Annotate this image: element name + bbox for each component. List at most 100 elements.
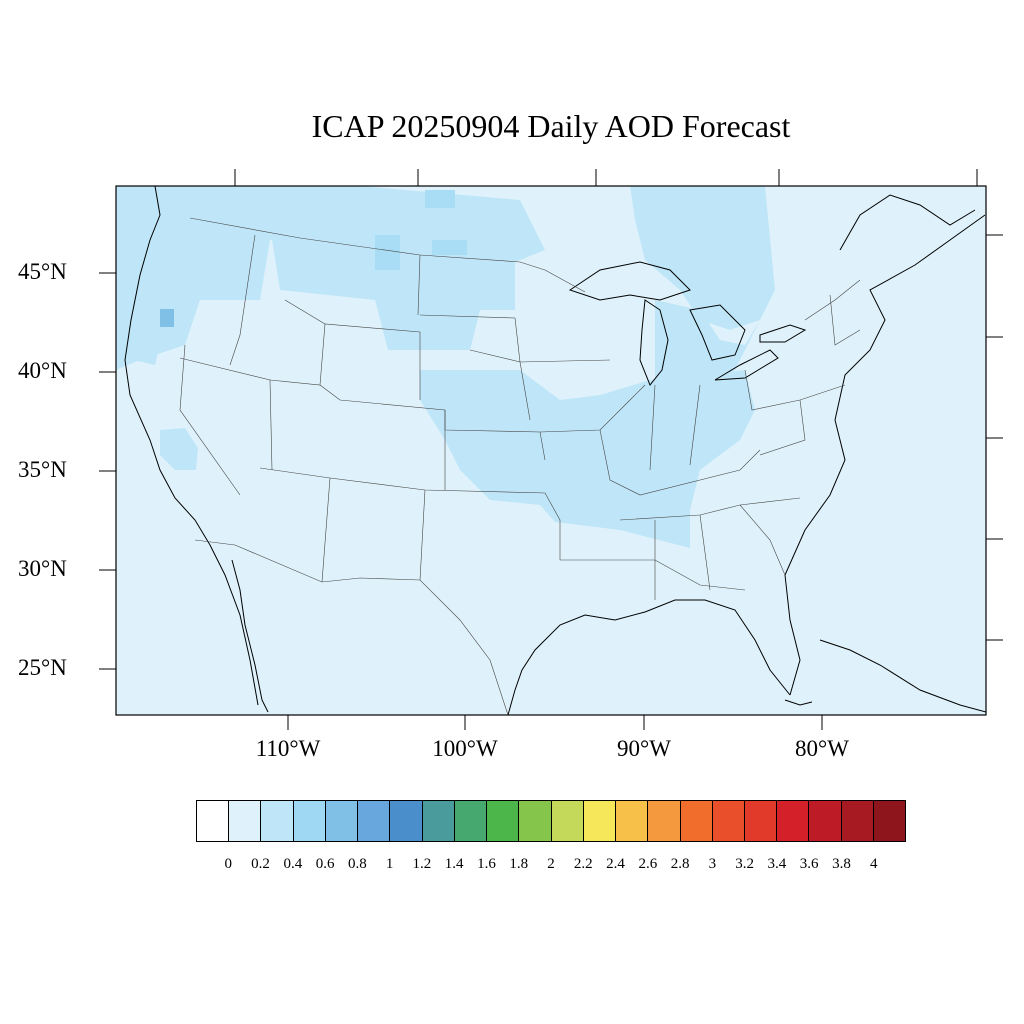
aod-region-0.2-0.4 <box>116 186 775 548</box>
state-line <box>259 467 561 560</box>
colorbar-swatch <box>229 801 262 841</box>
colorbar-swatch <box>390 801 423 841</box>
colorbar-swatch <box>583 801 617 841</box>
mexico-border <box>194 539 509 715</box>
hudson-bay-coast <box>839 194 976 251</box>
colorbar-swatch <box>648 801 681 841</box>
lon-label-80w: 80°W <box>795 736 849 761</box>
state-line <box>649 384 656 471</box>
colorbar-label: 0.8 <box>347 856 367 872</box>
aod-zone-ontario-quebec <box>630 186 775 330</box>
colorbar-label: 1.4 <box>444 856 464 872</box>
colorbar-label: 2.2 <box>573 856 593 872</box>
state-line <box>469 349 531 421</box>
colorbar-swatch <box>616 801 649 841</box>
colorbar-swatch <box>293 801 326 841</box>
colorbar-swatch <box>873 801 906 841</box>
colorbar-label: 3.8 <box>832 856 851 872</box>
state-line <box>599 429 761 496</box>
state-line <box>179 344 241 496</box>
colorbar-label: 0 <box>224 856 233 872</box>
baja-coast <box>231 559 269 713</box>
colorbar-swatch <box>809 801 842 841</box>
colorbar-swatch <box>680 801 713 841</box>
colorbar-label: 3.6 <box>799 856 819 872</box>
aod-cell <box>160 309 174 327</box>
colorbar-swatch <box>422 801 455 841</box>
aod-cell <box>425 190 455 208</box>
state-line <box>699 514 711 591</box>
lat-label-30n: 30°N <box>18 556 67 581</box>
colorbar-swatch <box>197 801 230 841</box>
lake-erie <box>714 349 779 381</box>
coastlines <box>124 186 986 715</box>
state-line <box>284 299 326 325</box>
colorbar-swatch <box>712 801 745 841</box>
lat-label-40n: 40°N <box>18 358 67 383</box>
aod-region-0.6-0.8 <box>160 309 174 327</box>
colorbar-label: 2.4 <box>606 856 625 872</box>
canada-border <box>189 217 586 293</box>
state-line <box>419 489 426 581</box>
state-line <box>739 504 786 576</box>
state-line <box>539 384 646 433</box>
aod-zone-northern-plains <box>272 186 545 350</box>
colorbar-label: 0.4 <box>283 856 303 872</box>
lat-label-25n: 25°N <box>18 655 67 680</box>
colorbar-label: 3.4 <box>767 856 787 872</box>
state-line <box>744 369 846 411</box>
map-frame <box>115 185 987 716</box>
colorbar-swatch <box>454 801 488 841</box>
state-line <box>321 477 331 583</box>
atlantic-coast <box>784 214 986 696</box>
colorbar-label: 2.6 <box>638 856 658 872</box>
state-line <box>759 399 806 456</box>
colorbar-swatch <box>841 801 874 841</box>
pacific-coast <box>124 186 259 706</box>
state-borders <box>179 217 861 715</box>
colorbar-label: 1.8 <box>509 856 529 872</box>
state-line <box>829 294 861 346</box>
colorbar-label: 2 <box>547 856 555 872</box>
lake-huron <box>689 304 746 361</box>
lat-label-45n: 45°N <box>18 259 67 284</box>
state-line <box>689 384 701 466</box>
axis-ticks <box>99 169 1003 730</box>
colorbar <box>196 800 906 842</box>
state-line <box>417 254 421 316</box>
colorbar-label: 1.6 <box>477 856 496 872</box>
colorbar-label: 3 <box>708 856 717 872</box>
colorbar-swatch <box>744 801 778 841</box>
lon-label-110w: 110°W <box>255 736 321 761</box>
colorbar-label: 3.2 <box>735 856 754 872</box>
aod-zone-sw-california <box>160 428 198 470</box>
cuba-outline <box>819 639 986 713</box>
colorbar-swatch <box>325 801 359 841</box>
colorbar-label: 2.8 <box>670 856 690 872</box>
aod-zone-coastal-california <box>133 340 160 365</box>
aod-zone-great-lakes <box>655 300 760 385</box>
florida-keys <box>784 699 813 706</box>
lat-label-35n: 35°N <box>18 457 67 482</box>
lon-label-90w: 90°W <box>617 736 671 761</box>
lake-michigan <box>639 299 669 386</box>
colorbar-swatch <box>261 801 294 841</box>
colorbar-swatch <box>358 801 391 841</box>
aod-cell <box>432 240 467 255</box>
colorbar-swatch <box>777 801 810 841</box>
lon-label-100w: 100°W <box>432 736 498 761</box>
lake-ontario <box>759 324 807 343</box>
state-line <box>619 497 801 521</box>
state-line <box>229 234 256 366</box>
colorbar-label: 0.2 <box>251 856 270 872</box>
colorbar-label: 1.2 <box>412 856 432 872</box>
aod-region-0.4-0.6 <box>375 190 467 270</box>
gulf-coast <box>507 599 791 715</box>
colorbar-swatch <box>487 801 520 841</box>
state-line <box>419 314 611 363</box>
aod-cell <box>375 235 400 270</box>
page-title: ICAP 20250904 Daily AOD Forecast <box>311 108 791 144</box>
colorbar-label: 4 <box>869 856 878 872</box>
state-line <box>804 279 861 321</box>
